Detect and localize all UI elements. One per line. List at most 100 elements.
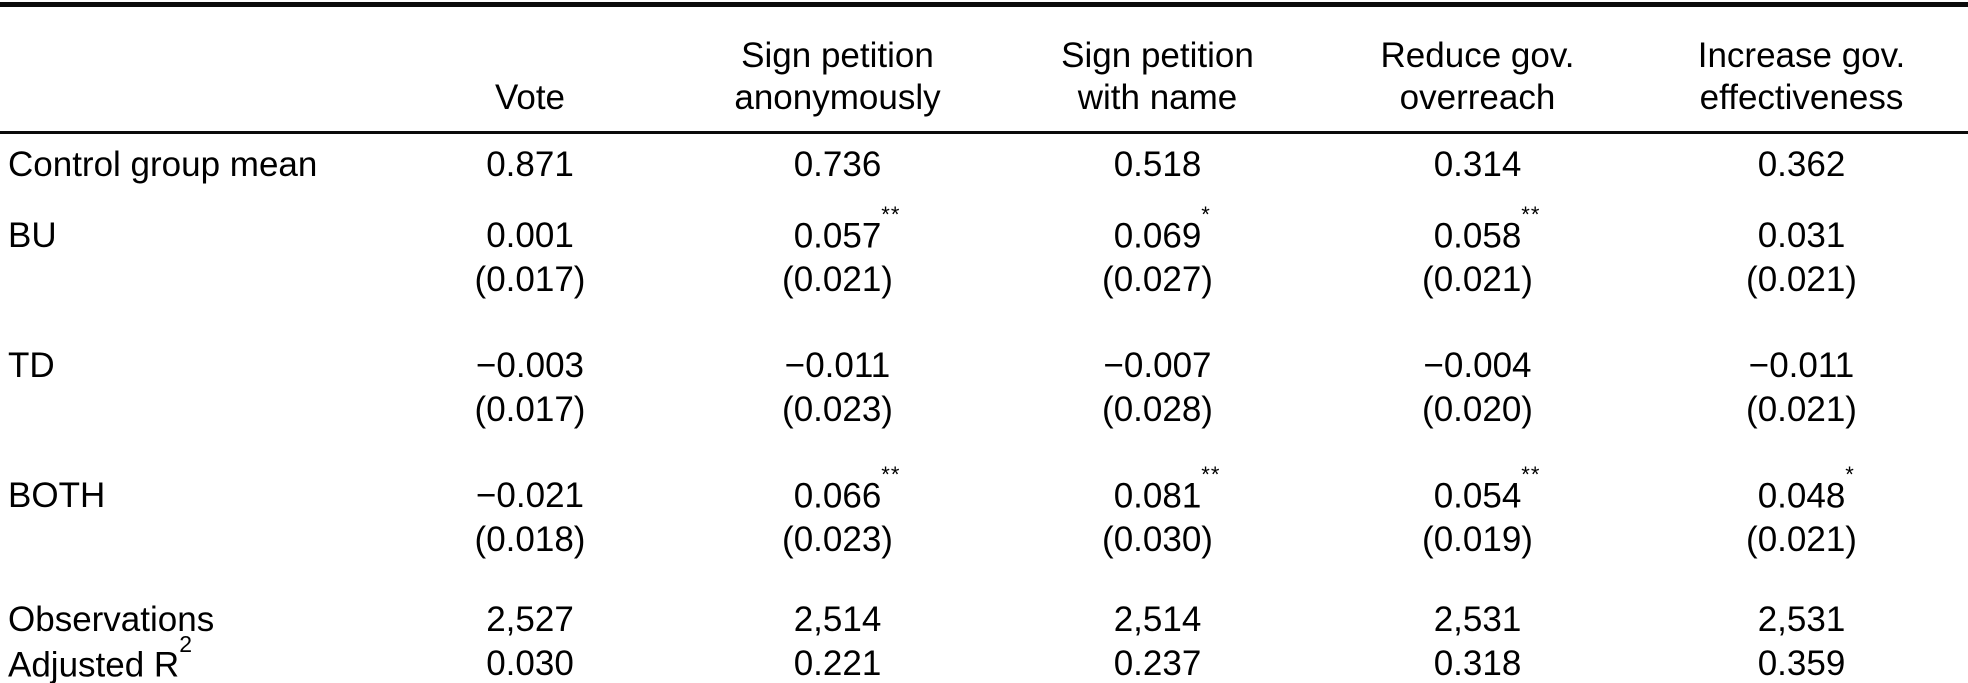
- row-label-empty: [0, 518, 380, 562]
- row-observations: Observations 2,527 2,514 2,514 2,531 2,5…: [0, 598, 1968, 642]
- coefficient-cell: 0.058**: [1433, 202, 1541, 256]
- se-cell: (0.021): [1746, 520, 1857, 559]
- spacer-row: [0, 302, 1968, 344]
- coef-value: −0.021: [475, 476, 585, 515]
- header-line: Sign petition: [741, 36, 934, 75]
- spacer-row: [0, 432, 1968, 474]
- se-cell: (0.021): [1746, 390, 1857, 429]
- se-cell: (0.017): [474, 390, 586, 429]
- coef-value: −0.011: [1748, 346, 1855, 385]
- se-cell: (0.027): [1102, 260, 1213, 299]
- coefficient-cell: 0.001: [380, 214, 680, 258]
- row-both-standard-errors: (0.018) (0.023) (0.030) (0.019) (0.021): [0, 518, 1968, 562]
- coef-value: 0.001: [486, 216, 574, 255]
- coef-value: 0.031: [1757, 216, 1846, 255]
- header-line: with name: [1077, 78, 1238, 117]
- coef-value: −0.004: [1423, 346, 1532, 385]
- se-cell: (0.020): [1422, 390, 1533, 429]
- coefficient-cell: 0.031: [1635, 214, 1968, 258]
- spacer-row: [0, 196, 1968, 214]
- row-label: Control group mean: [8, 145, 318, 184]
- cell-value: 0.314: [1433, 145, 1522, 184]
- row-td-coefficients: TD −0.003 −0.011 −0.007 −0.004 −0.011: [0, 344, 1968, 388]
- column-header-empty: [0, 5, 380, 133]
- se-cell: (0.023): [782, 520, 893, 559]
- row-label: BOTH: [8, 476, 106, 515]
- se-cell: (0.023): [782, 390, 893, 429]
- se-cell: (0.018): [474, 520, 586, 559]
- coefficient-cell: −0.003: [380, 344, 680, 388]
- row-adjusted-r-squared: Adjusted R2 0.030 0.221 0.237 0.318 0.35…: [0, 631, 1968, 683]
- header-line: effectiveness: [1699, 78, 1904, 117]
- coef-value: 0.054: [1433, 476, 1522, 516]
- row-label: BU: [8, 216, 57, 255]
- row-bu-coefficients: BU 0.001 0.057** 0.069* 0.058** 0.031: [0, 202, 1968, 258]
- header-row: Vote Sign petition anonymously Sign peti…: [0, 5, 1968, 133]
- coef-value: 0.057: [793, 216, 882, 256]
- row-td-standard-errors: (0.017) (0.023) (0.028) (0.020) (0.021): [0, 388, 1968, 432]
- header-line: Increase gov.: [1697, 36, 1906, 75]
- cell-value: 0.030: [486, 644, 574, 683]
- column-header-vote: Vote: [380, 5, 680, 133]
- row-label-empty: [0, 388, 380, 432]
- cell-value: 2,531: [1757, 600, 1846, 639]
- column-header-sign-petition-anonymously: Sign petition anonymously: [680, 5, 995, 133]
- coefficient-cell: −0.011: [680, 344, 995, 388]
- header-line: Reduce gov.: [1380, 36, 1575, 75]
- coefficient-cell: −0.011: [1635, 344, 1968, 388]
- spacer-cell: [0, 562, 1968, 598]
- row-both-coefficients: BOTH −0.021 0.066** 0.081** 0.054** 0.04…: [0, 462, 1968, 518]
- header-line: anonymously: [734, 78, 941, 117]
- row-label: Observations: [8, 600, 215, 639]
- coef-value: 0.066: [793, 476, 882, 516]
- coef-value: −0.007: [1103, 346, 1212, 385]
- coef-value: 0.058: [1433, 216, 1522, 256]
- column-header-increase-gov-effectiveness: Increase gov. effectiveness: [1635, 5, 1968, 133]
- cell-value: 2,531: [1433, 600, 1522, 639]
- spacer-cell: [0, 432, 1968, 474]
- superscript-2: 2: [179, 630, 193, 657]
- coef-value: −0.011: [784, 346, 891, 385]
- se-cell: (0.021): [782, 260, 893, 299]
- row-label-empty: [0, 258, 380, 302]
- spacer-row: [0, 562, 1968, 598]
- se-cell: (0.017): [474, 260, 586, 299]
- cell-value: 0.518: [1113, 145, 1202, 184]
- coef-value: 0.081: [1113, 476, 1202, 516]
- coefficient-cell: 0.066**: [793, 462, 901, 516]
- coefficient-cell: 0.069*: [1113, 202, 1211, 256]
- coefficient-cell: −0.021: [380, 474, 680, 518]
- se-cell: (0.021): [1746, 260, 1857, 299]
- coefficient-cell: 0.081**: [1113, 462, 1221, 516]
- cell-value: 0.736: [793, 145, 882, 184]
- se-cell: (0.019): [1422, 520, 1533, 559]
- row-label: Adjusted R2: [0, 631, 380, 683]
- coef-value: 0.048: [1757, 476, 1846, 516]
- header-line: overreach: [1399, 78, 1556, 117]
- column-header-reduce-gov-overreach: Reduce gov. overreach: [1320, 5, 1635, 133]
- coefficient-cell: 0.057**: [793, 202, 901, 256]
- se-cell: (0.021): [1422, 260, 1533, 299]
- column-header-sign-petition-with-name: Sign petition with name: [995, 5, 1320, 133]
- cell-value: 2,514: [1113, 600, 1202, 639]
- spacer-cell: [0, 302, 1968, 344]
- cell-value: 0.359: [1757, 644, 1846, 683]
- se-cell: (0.028): [1102, 390, 1213, 429]
- coef-value: 0.069: [1113, 216, 1202, 256]
- coef-value: −0.003: [475, 346, 585, 385]
- cell-value: 0.318: [1433, 644, 1522, 683]
- row-bu-standard-errors: (0.017) (0.021) (0.027) (0.021) (0.021): [0, 258, 1968, 302]
- row-label-text: Adjusted R: [8, 645, 180, 683]
- header-line: Vote: [494, 78, 566, 117]
- coefficient-cell: −0.007: [995, 344, 1320, 388]
- coefficient-cell: 0.048*: [1757, 462, 1855, 516]
- spacer-cell: [0, 196, 1968, 214]
- row-label: TD: [8, 346, 55, 385]
- row-control-group-mean: Control group mean 0.871 0.736 0.518 0.3…: [0, 133, 1968, 197]
- cell-value: 0.362: [1757, 145, 1846, 184]
- coefficient-cell: 0.054**: [1433, 462, 1541, 516]
- cell-value: 0.221: [793, 644, 882, 683]
- coefficient-cell: −0.004: [1320, 344, 1635, 388]
